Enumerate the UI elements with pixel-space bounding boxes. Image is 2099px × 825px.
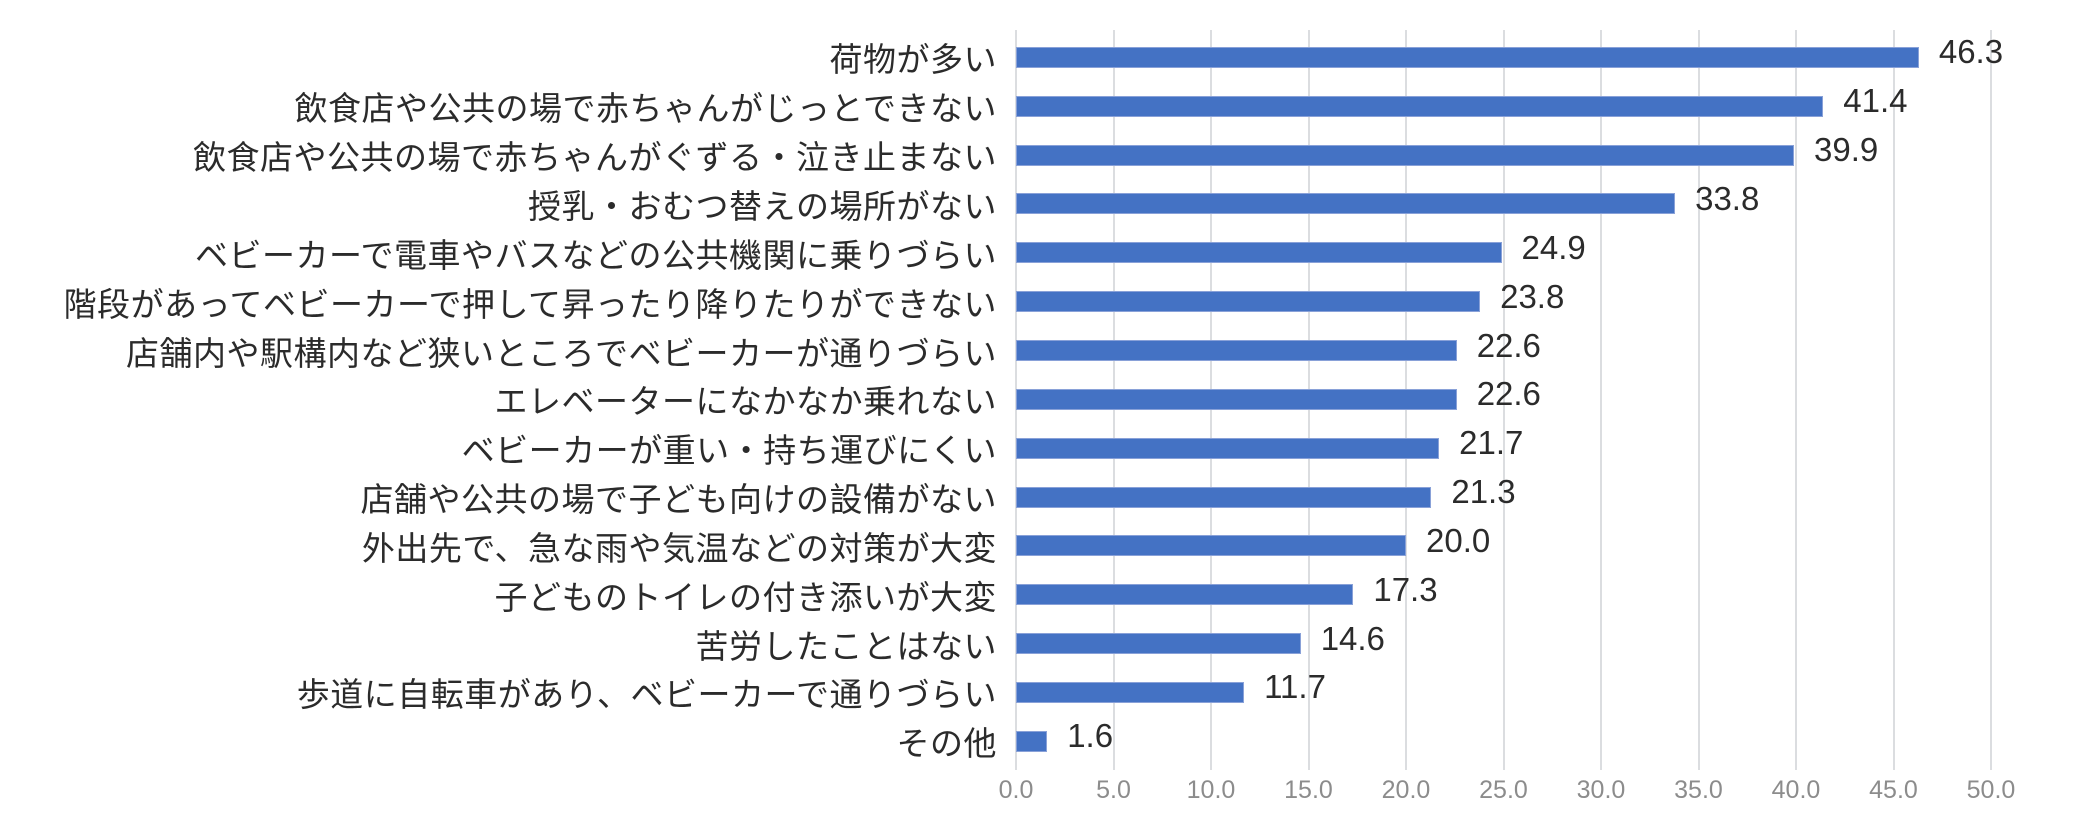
bar-row: エレベーターになかなか乗れない 22.6: [0, 375, 2099, 424]
value-label: 14.6: [1320, 619, 1385, 657]
bar-row: 店舗や公共の場で子ども向けの設備がない 21.3: [0, 473, 2099, 522]
x-axis-tick-label: 15.0: [1284, 776, 1333, 804]
value-label: 21.7: [1459, 424, 1524, 462]
category-label: 飲食店や公共の場で赤ちゃんがじっとできない: [294, 90, 997, 128]
bar-row: その他 1.6: [0, 717, 2099, 766]
value-label: 20.0: [1426, 521, 1491, 559]
bar: [1016, 46, 1919, 68]
value-label: 17.3: [1373, 570, 1438, 608]
gridline: [1697, 30, 1700, 770]
value-label: 46.3: [1938, 33, 2004, 71]
bar: [1016, 340, 1457, 362]
x-axis-tick-label: 5.0: [1096, 776, 1131, 804]
value-label: 41.4: [1843, 82, 1908, 120]
x-axis-tick-label: 45.0: [1869, 776, 1918, 804]
value-label: 21.3: [1451, 473, 1516, 511]
bar-row: 外出先で、急な雨や気温などの対策が大変 20.0: [0, 522, 2099, 571]
bar-row: 子どものトイレの付き添いが大変 17.3: [0, 570, 2099, 619]
value-label: 33.8: [1695, 179, 1760, 217]
bar-row: 歩道に自転車があり、ベビーカーで通りづらい 11.7: [0, 668, 2099, 717]
category-label: 荷物が多い: [829, 41, 997, 79]
x-axis-tick-label: 40.0: [1771, 776, 1821, 804]
bar: [1016, 193, 1676, 215]
bar-row: 飲食店や公共の場で赤ちゃんがぐずる・泣き止まない 39.9: [0, 131, 2099, 180]
x-axis-tick-label: 30.0: [1576, 776, 1626, 804]
category-label: 飲食店や公共の場で赤ちゃんがぐずる・泣き止まない: [193, 139, 997, 177]
bar-row: ベビーカーで電車やバスなどの公共機関に乗りづらい 24.9: [0, 228, 2099, 277]
gridline: [1502, 30, 1505, 770]
category-label: その他: [896, 725, 997, 763]
bar-row: 飲食店や公共の場で赤ちゃんがじっとできない 41.4: [0, 82, 2099, 131]
category-label: ベビーカーが重い・持ち運びにくい: [461, 432, 997, 470]
bar: [1016, 633, 1301, 655]
x-axis-tick-label: 25.0: [1479, 776, 1528, 804]
bar: [1016, 144, 1795, 166]
category-label: 階段があってベビーカーで押して昇ったり降りたりができない: [63, 285, 997, 323]
x-axis-tick-label: 10.0: [1186, 776, 1236, 804]
gridline: [1600, 30, 1602, 770]
category-label: 店舗内や駅構内など狭いところでベビーカーが通りづらい: [126, 334, 997, 372]
bar-row: ベビーカーが重い・持ち運びにくい 21.7: [0, 424, 2099, 473]
bar-row: 荷物が多い 46.3: [0, 33, 2099, 82]
value-label: 22.6: [1476, 326, 1541, 364]
category-label: 店舗や公共の場で子ども向けの設備がない: [360, 481, 997, 519]
bar-row: 階段があってベビーカーで押して昇ったり降りたりができない 23.8: [0, 277, 2099, 326]
bar: [1016, 681, 1245, 703]
bar: [1016, 584, 1354, 606]
bar: [1016, 535, 1406, 557]
bar: [1016, 95, 1824, 117]
bar: [1016, 730, 1048, 752]
value-label: 11.7: [1264, 668, 1326, 706]
gridline: [1892, 30, 1895, 770]
value-label: 39.9: [1814, 131, 1879, 169]
bar: [1016, 486, 1432, 508]
x-axis-tick-label: 35.0: [1674, 776, 1723, 804]
category-label: ベビーカーで電車やバスなどの公共機関に乗りづらい: [194, 236, 997, 274]
value-label: 1.6: [1067, 717, 1114, 755]
x-axis-tick-label: 0.0: [998, 776, 1034, 804]
bar-row: 店舗内や駅構内など狭いところでベビーカーが通りづらい 22.6: [0, 326, 2099, 375]
bar: [1016, 291, 1481, 313]
bar-row: 授乳・おむつ替えの場所がない 33.8: [0, 180, 2099, 229]
value-label: 23.8: [1500, 277, 1565, 315]
category-label: 授乳・おむつ替えの場所がない: [528, 187, 997, 225]
category-label: 苦労したことはない: [695, 627, 997, 665]
category-label: 子どものトイレの付き添いが大変: [494, 578, 997, 616]
value-label: 22.6: [1476, 375, 1541, 413]
bar: [1016, 242, 1502, 264]
x-axis-tick-label: 50.0: [1966, 776, 2016, 804]
category-label: 外出先で、急な雨や気温などの対策が大変: [361, 529, 997, 567]
category-label: 歩道に自転車があり、ベビーカーで通りづらい: [296, 676, 997, 714]
gridline: [1990, 30, 1992, 770]
gridline: [1795, 30, 1797, 770]
x-axis-tick-label: 20.0: [1381, 776, 1431, 804]
bar: [1016, 437, 1440, 459]
bar: [1016, 388, 1457, 410]
bar-row: 苦労したことはない 14.6: [0, 619, 2099, 668]
value-label: 24.9: [1521, 228, 1586, 266]
category-label: エレベーターになかなか乗れない: [494, 383, 997, 421]
